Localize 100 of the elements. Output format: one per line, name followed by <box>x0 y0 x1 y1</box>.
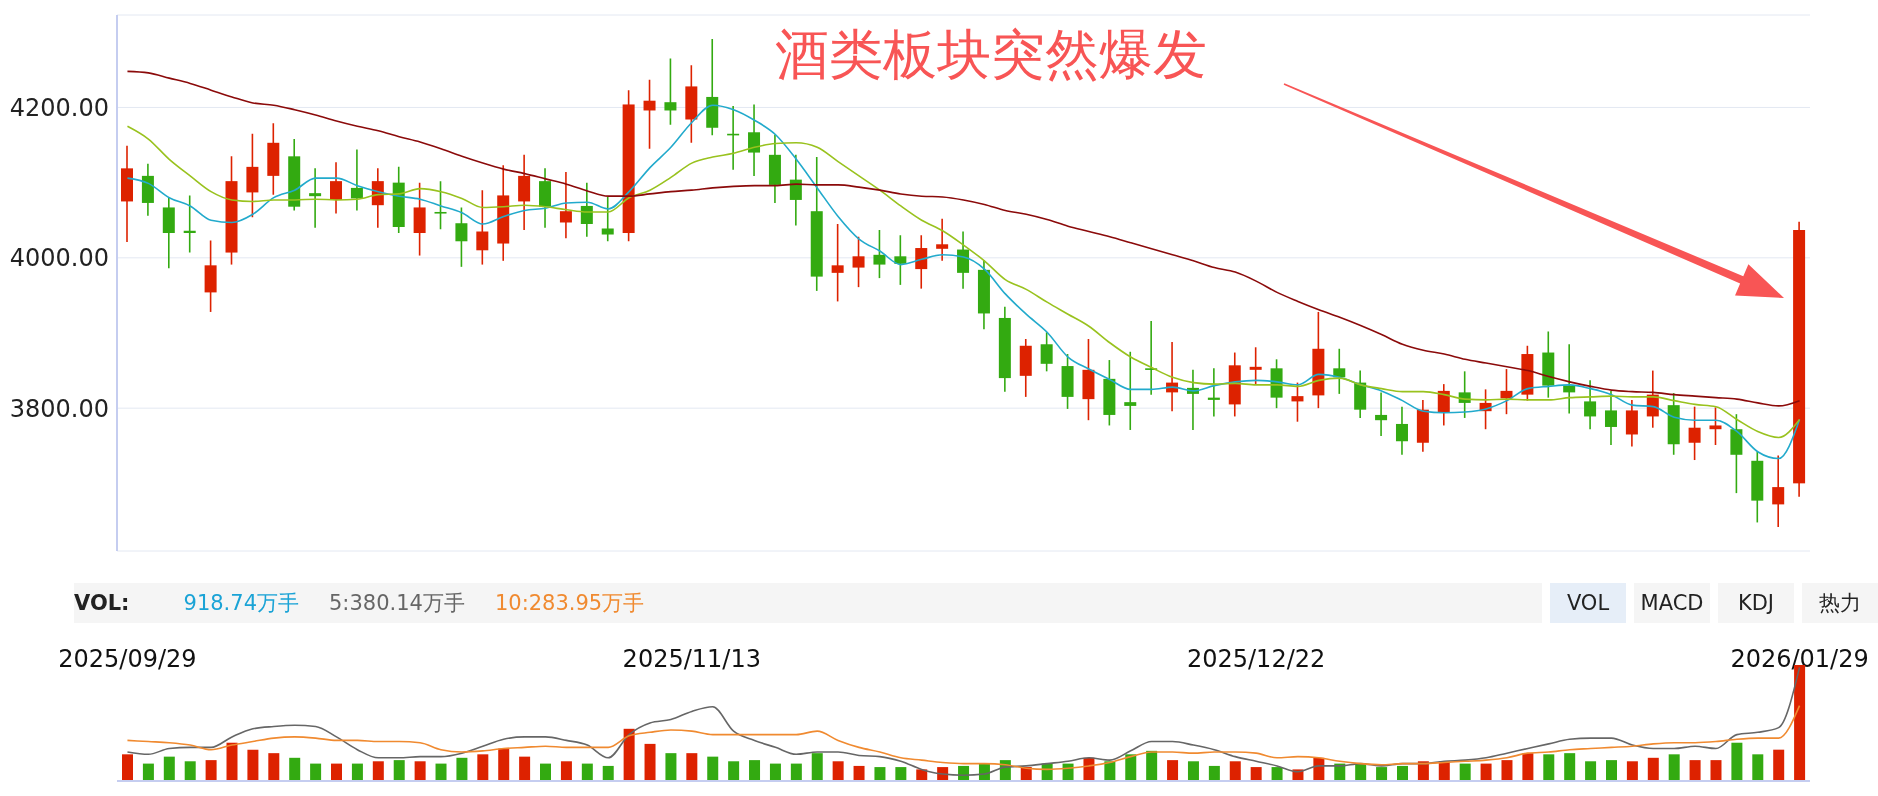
tab-button: MACD <box>1634 583 1710 623</box>
bar <box>1731 742 1743 781</box>
candlestick <box>1395 405 1408 456</box>
candlestick <box>664 57 677 126</box>
candlestick <box>915 234 928 290</box>
bar <box>1773 749 1785 781</box>
candlestick <box>643 78 656 150</box>
bar <box>560 761 572 781</box>
bar <box>1459 763 1471 781</box>
bar <box>331 763 343 781</box>
candlestick <box>476 189 489 266</box>
bar <box>749 760 761 781</box>
bar <box>1710 760 1722 781</box>
bar <box>1167 760 1179 781</box>
bar <box>268 753 280 781</box>
bar <box>665 753 677 781</box>
bar <box>351 763 363 781</box>
bar <box>163 756 175 781</box>
bar <box>1668 754 1680 781</box>
bar <box>247 749 259 781</box>
bar <box>498 748 510 781</box>
candlestick <box>1458 370 1471 419</box>
bar <box>477 754 489 781</box>
bar <box>853 765 865 781</box>
bar <box>1501 760 1513 781</box>
y-tick-label: 4000.00 <box>9 244 109 273</box>
bar <box>1480 763 1492 781</box>
bar <box>142 763 154 781</box>
candlestick <box>894 234 907 286</box>
bar <box>811 753 823 781</box>
bar <box>519 756 531 781</box>
bar <box>1146 750 1158 781</box>
x-tick-label: 2025/09/29 <box>58 645 197 673</box>
bar <box>1605 760 1617 781</box>
candlestick <box>350 148 363 212</box>
x-tick-label: 2025/12/22 <box>1186 645 1326 673</box>
candlestick <box>1333 347 1346 395</box>
bar <box>1187 761 1199 781</box>
bar <box>707 756 719 781</box>
candlestick <box>601 196 614 243</box>
bar <box>310 763 322 781</box>
candlestick <box>748 103 761 177</box>
candlestick <box>831 223 844 303</box>
candlestick <box>330 161 343 215</box>
candlestick <box>1291 381 1304 423</box>
bar <box>289 757 301 781</box>
bar <box>874 767 886 781</box>
bar <box>122 754 133 781</box>
bar <box>1229 761 1241 781</box>
y-tick-label: 4200.00 <box>9 93 109 122</box>
candlestick <box>1772 454 1785 528</box>
bar <box>769 763 781 781</box>
text: 5:380.14万手 <box>329 590 465 617</box>
candlestick <box>957 230 970 290</box>
x-tick-label: 2025/11/13 <box>622 645 761 673</box>
candlestick <box>309 167 322 229</box>
bar <box>226 742 238 781</box>
bar <box>895 767 907 781</box>
bar <box>623 728 635 781</box>
bar <box>728 761 740 781</box>
x-tick-label: 2026/01/29 <box>1730 645 1869 673</box>
text: 918.74万手 <box>183 590 299 617</box>
tab-button: VOL <box>1550 583 1626 623</box>
candlestick <box>873 229 886 279</box>
candlestick <box>1604 390 1617 446</box>
candlestick <box>559 171 572 240</box>
bar <box>1376 767 1388 781</box>
bar <box>1250 767 1262 781</box>
bar <box>1752 754 1764 781</box>
candlestick <box>936 217 949 262</box>
bar <box>393 760 405 781</box>
candlestick <box>455 206 468 268</box>
text: 10:283.95万手 <box>494 590 645 617</box>
bar <box>1396 765 1408 781</box>
bar <box>435 763 447 781</box>
bar <box>540 763 552 781</box>
bar <box>1125 754 1137 781</box>
text: VOL: <box>74 591 130 615</box>
candlestick <box>1375 391 1388 437</box>
bar <box>414 761 426 781</box>
bar <box>686 753 698 781</box>
bar <box>790 763 802 781</box>
candlestick <box>434 180 447 231</box>
candlestick <box>1040 331 1053 373</box>
y-tick-label: 3800.00 <box>9 394 109 423</box>
candlestick <box>1145 320 1158 396</box>
bar <box>581 763 593 781</box>
candlestick <box>1688 405 1701 461</box>
bar <box>1417 761 1429 781</box>
tab-button: KDJ <box>1718 583 1794 623</box>
candlestick <box>1709 406 1722 446</box>
bar <box>1271 767 1283 781</box>
bar <box>832 761 844 781</box>
bar <box>602 765 614 781</box>
bar <box>372 761 384 781</box>
annotation: 酒类板块突然爆发 <box>775 23 1207 86</box>
candlestick <box>1249 346 1262 386</box>
bar <box>456 757 468 781</box>
bar <box>1543 754 1555 781</box>
bar <box>184 761 196 781</box>
